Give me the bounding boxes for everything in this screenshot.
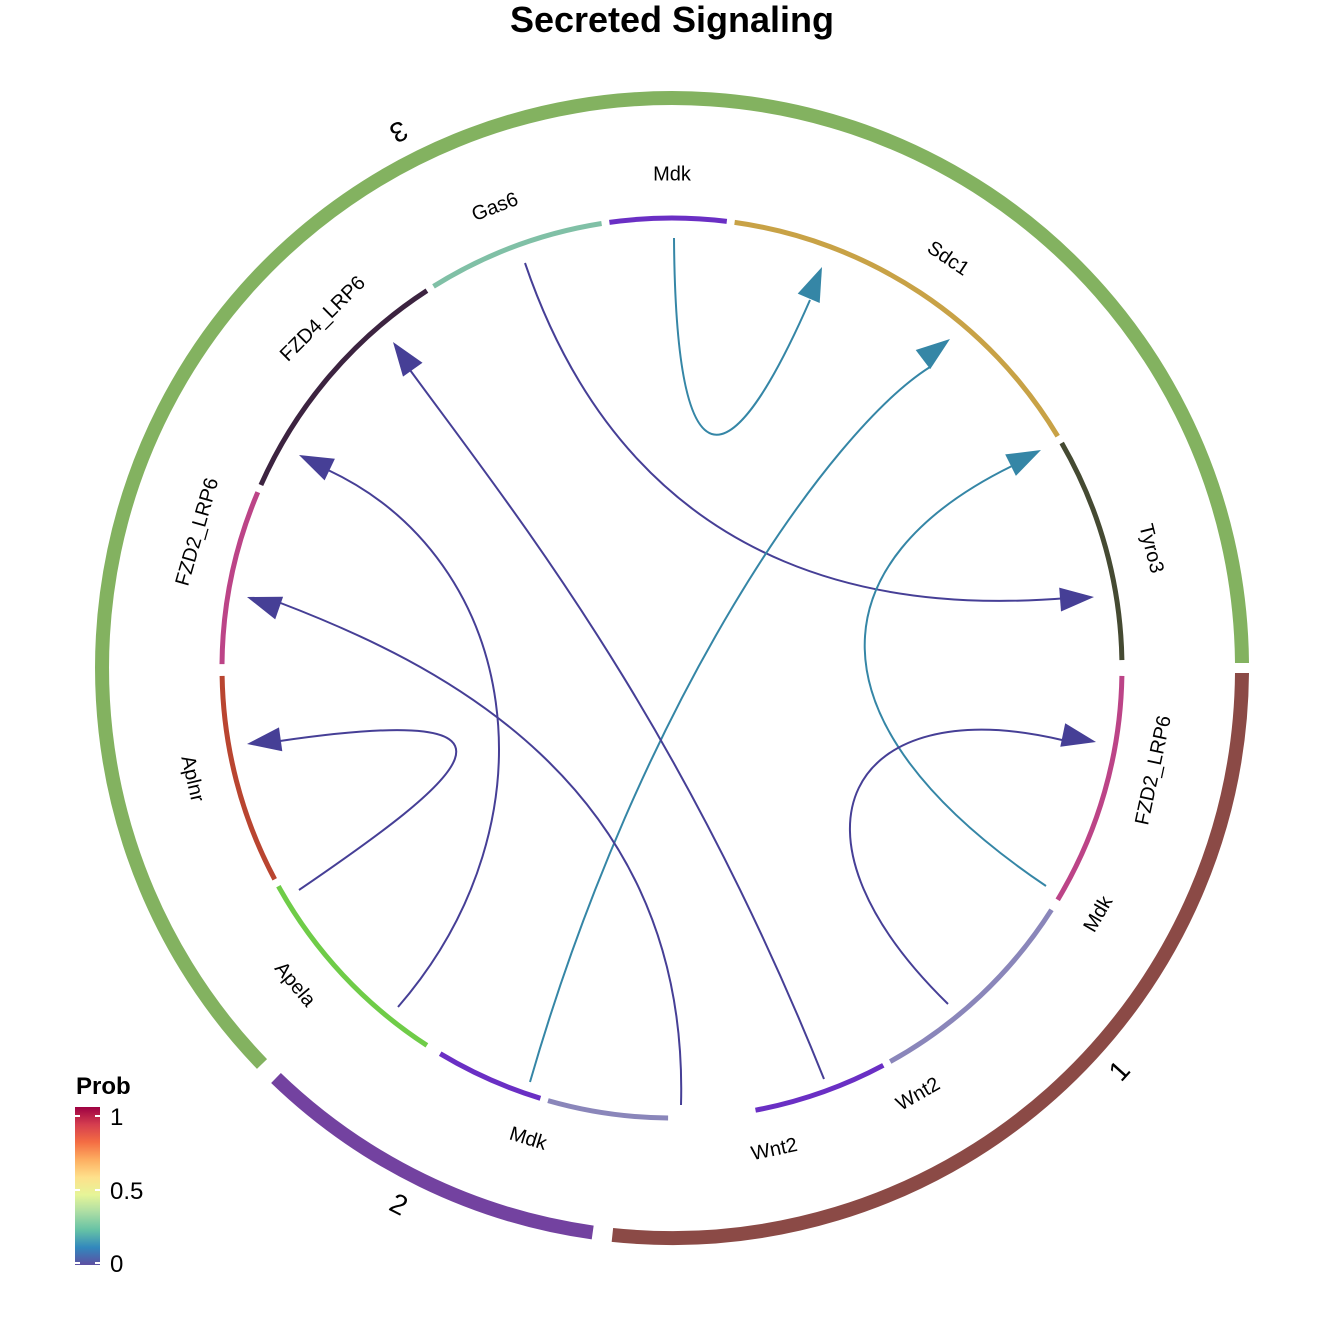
gene-arc xyxy=(276,884,429,1048)
link-chord xyxy=(277,601,683,1106)
gene-arc xyxy=(258,288,429,487)
gene-label: FZD2_LRP6 xyxy=(172,475,224,588)
gene-label: Wnt2 xyxy=(892,1073,943,1115)
link-arrowhead xyxy=(393,342,423,377)
group-arc-2 xyxy=(271,1072,594,1240)
gene-arc xyxy=(219,675,277,881)
legend-tick-label: 1 xyxy=(110,1104,123,1131)
group-labels: 1 2 3 xyxy=(385,114,1136,1221)
link-chord xyxy=(848,728,1063,1005)
link-arrowhead xyxy=(1059,587,1094,612)
chart-title: Secreted Signaling xyxy=(510,0,834,40)
link-arrowhead xyxy=(247,727,283,752)
gene-label: Gas6 xyxy=(469,188,522,226)
gene-label: Sdc1 xyxy=(923,237,973,281)
legend-ticks: 10.50 xyxy=(75,1104,143,1278)
link-arrowhead xyxy=(247,596,284,620)
gene-arc xyxy=(547,1098,669,1121)
gene-label: Mdk xyxy=(507,1123,551,1155)
gene-arc xyxy=(1059,441,1125,661)
gene-arc xyxy=(438,1051,542,1101)
group-arc-1 xyxy=(611,672,1249,1246)
gene-arc xyxy=(734,219,1060,438)
link-chord xyxy=(409,369,825,1080)
link-arrowhead xyxy=(915,339,950,370)
link-arrowhead xyxy=(1060,723,1096,747)
gene-label: Mdk xyxy=(653,163,692,185)
gene-label: Aplnr xyxy=(176,754,208,805)
legend-tick-label: 0 xyxy=(110,1251,123,1278)
legend-colorbar xyxy=(75,1107,100,1265)
legend: Prob 10.50 xyxy=(75,1073,143,1278)
gene-label: Tyro3 xyxy=(1134,522,1167,576)
gene-arc xyxy=(755,1063,885,1113)
links xyxy=(247,237,1096,1106)
legend-tick-label: 0.5 xyxy=(110,1178,143,1205)
link-chord xyxy=(279,729,458,891)
link-arrowhead xyxy=(1005,450,1041,476)
group-label: 1 xyxy=(1103,1055,1136,1087)
gene-arc xyxy=(1055,675,1125,902)
gene-arcs xyxy=(219,215,1125,1121)
link-arrowhead xyxy=(299,455,335,481)
gene-label: Apela xyxy=(270,958,320,1012)
group-arcs xyxy=(95,91,1249,1246)
gene-arc xyxy=(609,215,728,225)
gene-labels: Wnt2 Mdk FZD2_LRP6 Mdk Wnt2 Apela Aplnr FZD2_LR… xyxy=(172,163,1176,1165)
gene-label: FZD2_LRP6 xyxy=(1131,714,1176,827)
link-chord xyxy=(524,262,1069,602)
gene-arc xyxy=(219,491,261,665)
link-chord xyxy=(529,366,931,1083)
link-chord xyxy=(327,469,500,1008)
group-label: 3 xyxy=(385,114,413,149)
gene-label: Mdk xyxy=(1079,891,1117,936)
legend-title: Prob xyxy=(76,1073,131,1100)
link-chord xyxy=(863,465,1047,887)
link-arrowhead xyxy=(797,267,822,303)
link-chord xyxy=(673,237,811,436)
gene-arc xyxy=(888,908,1054,1064)
gene-arc xyxy=(432,221,602,289)
group-label: 2 xyxy=(385,1187,413,1222)
gene-label: FZD4_LRP6 xyxy=(276,272,370,366)
gene-label: Wnt2 xyxy=(749,1134,799,1165)
group-arc-3 xyxy=(95,91,1249,1069)
